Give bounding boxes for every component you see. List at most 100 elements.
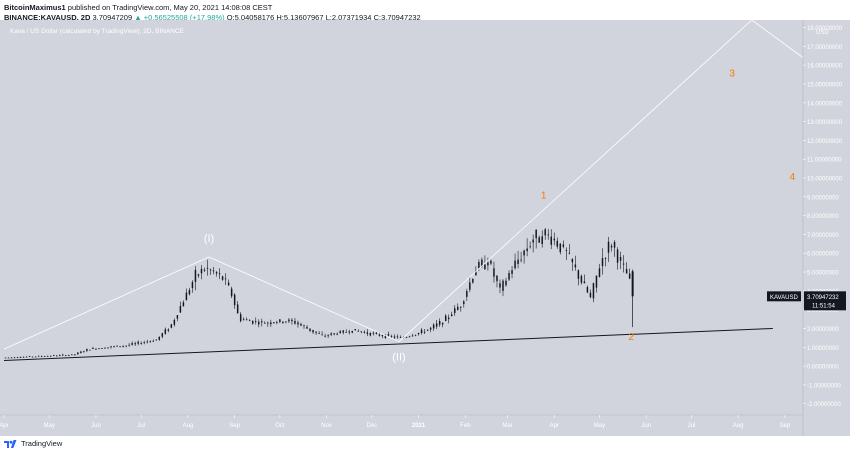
time-tick-label: Dec — [367, 423, 378, 429]
candle-body — [294, 320, 296, 324]
candle-body — [49, 355, 52, 357]
close-value: C:3.70947232 — [373, 13, 421, 22]
candle-body — [417, 332, 420, 335]
candle-body — [62, 354, 64, 356]
candle-body — [411, 335, 414, 337]
candle-body — [167, 329, 170, 331]
candle-body — [511, 270, 513, 274]
candle-body — [34, 356, 37, 358]
candle-body — [56, 355, 58, 357]
candle-body — [432, 324, 435, 329]
candle-body — [261, 321, 263, 323]
support-line — [3, 327, 773, 361]
tradingview-logo-icon — [4, 440, 17, 448]
candle-body — [441, 322, 444, 325]
candle-body — [625, 269, 628, 274]
candle-body — [577, 270, 580, 279]
candle-body — [197, 274, 200, 276]
candle-body — [74, 354, 76, 356]
candle-body — [107, 347, 109, 349]
candle-body — [499, 283, 501, 288]
candle-body — [251, 320, 254, 324]
candle-body — [429, 327, 432, 330]
candle-body — [399, 337, 402, 338]
candle-body — [297, 322, 299, 325]
candle-body — [28, 356, 31, 357]
candle-body — [227, 282, 230, 286]
time-tick-label: Nov — [321, 423, 332, 429]
author-name[interactable]: BitcoinMaximus1 — [4, 3, 66, 12]
candle-body — [291, 319, 293, 322]
badge-timer: 11:51:54 — [812, 303, 836, 309]
price-tick-label: 13.00000000 — [807, 120, 843, 126]
candle-body — [384, 335, 387, 338]
candle-body — [4, 357, 7, 359]
candle-body — [31, 356, 34, 358]
candle-body — [619, 257, 622, 261]
candle-body — [68, 355, 70, 356]
candle-body — [333, 333, 335, 335]
price-tick-label: 8.00000000 — [807, 214, 839, 220]
wave-label: 1 — [541, 191, 547, 202]
candle-body — [604, 258, 607, 259]
candle-body — [469, 282, 471, 290]
candle-body — [583, 281, 586, 284]
candle-body — [426, 329, 429, 331]
candle-body — [460, 306, 462, 308]
price-tick-label: 10.00000000 — [807, 177, 843, 183]
price-chart[interactable]: (I) (II) 1 2 3 4 18.00000000 17.00000000 16.000… — [0, 20, 850, 436]
candle-body — [478, 261, 480, 269]
candle-body — [589, 292, 592, 298]
candle-body — [336, 333, 338, 335]
candle-body — [463, 301, 465, 305]
price-tick-label: 18.00000000 — [807, 26, 843, 32]
candle-body — [22, 356, 25, 358]
candle-body — [173, 319, 176, 325]
candle-body — [119, 346, 121, 348]
price-change: ▲ +0.56525508 (+17.98%) — [134, 13, 225, 22]
last-price: 3.70947209 — [92, 13, 133, 22]
price-tick-label: 6.00000000 — [807, 252, 839, 258]
candle-body — [255, 320, 257, 322]
candle-body — [155, 339, 158, 341]
ohlc-line: BINANCE:KAVAUSD, 2D 3.70947209 ▲ +0.5652… — [4, 13, 421, 22]
candle-body — [104, 347, 106, 349]
wave-labels: (I) (II) 1 2 3 4 — [204, 68, 796, 363]
candle-body — [586, 287, 589, 293]
price-axis[interactable]: 18.00000000 17.00000000 16.00000000 15.0000… — [802, 20, 843, 436]
price-tick-label: 5.00000000 — [807, 271, 839, 277]
candle-body — [354, 329, 357, 331]
candle-body — [276, 322, 278, 323]
time-axis[interactable]: Apr May Jun Jul Aug Sep Oct Nov Dec 2021 Feb Mar Apr… — [0, 414, 803, 429]
publish-info: BitcoinMaximus1 published on TradingView… — [4, 3, 272, 12]
candle-body — [206, 267, 209, 269]
candle-body — [242, 319, 245, 321]
candle-body — [375, 332, 378, 334]
price-tick-label: 16.00000000 — [807, 64, 843, 70]
candle-body — [610, 245, 613, 248]
candle-body — [538, 237, 540, 243]
candle-body — [523, 250, 525, 256]
wave-label: 3 — [729, 68, 735, 79]
price-tick-label: 14.00000000 — [807, 101, 843, 107]
candle-body — [110, 346, 112, 348]
candle-body — [351, 330, 353, 333]
candle-body — [574, 264, 577, 268]
candle-body — [457, 306, 459, 311]
candle-body — [239, 314, 242, 322]
candle-body — [408, 336, 411, 338]
candle-body — [161, 333, 164, 337]
candle-body — [595, 275, 598, 288]
price-tick-label: -1.00000000 — [807, 383, 841, 389]
candle-body — [532, 239, 534, 243]
candle-body — [170, 324, 173, 328]
candle-body — [209, 269, 212, 271]
candle-body — [520, 259, 522, 261]
candle-body — [203, 269, 206, 271]
candle-body — [571, 258, 574, 263]
candle-body — [113, 346, 115, 348]
candle-body — [149, 341, 151, 342]
candle-body — [327, 335, 329, 337]
tradingview-brand[interactable]: TradingView — [4, 439, 62, 448]
currency-label: USD — [816, 30, 829, 36]
